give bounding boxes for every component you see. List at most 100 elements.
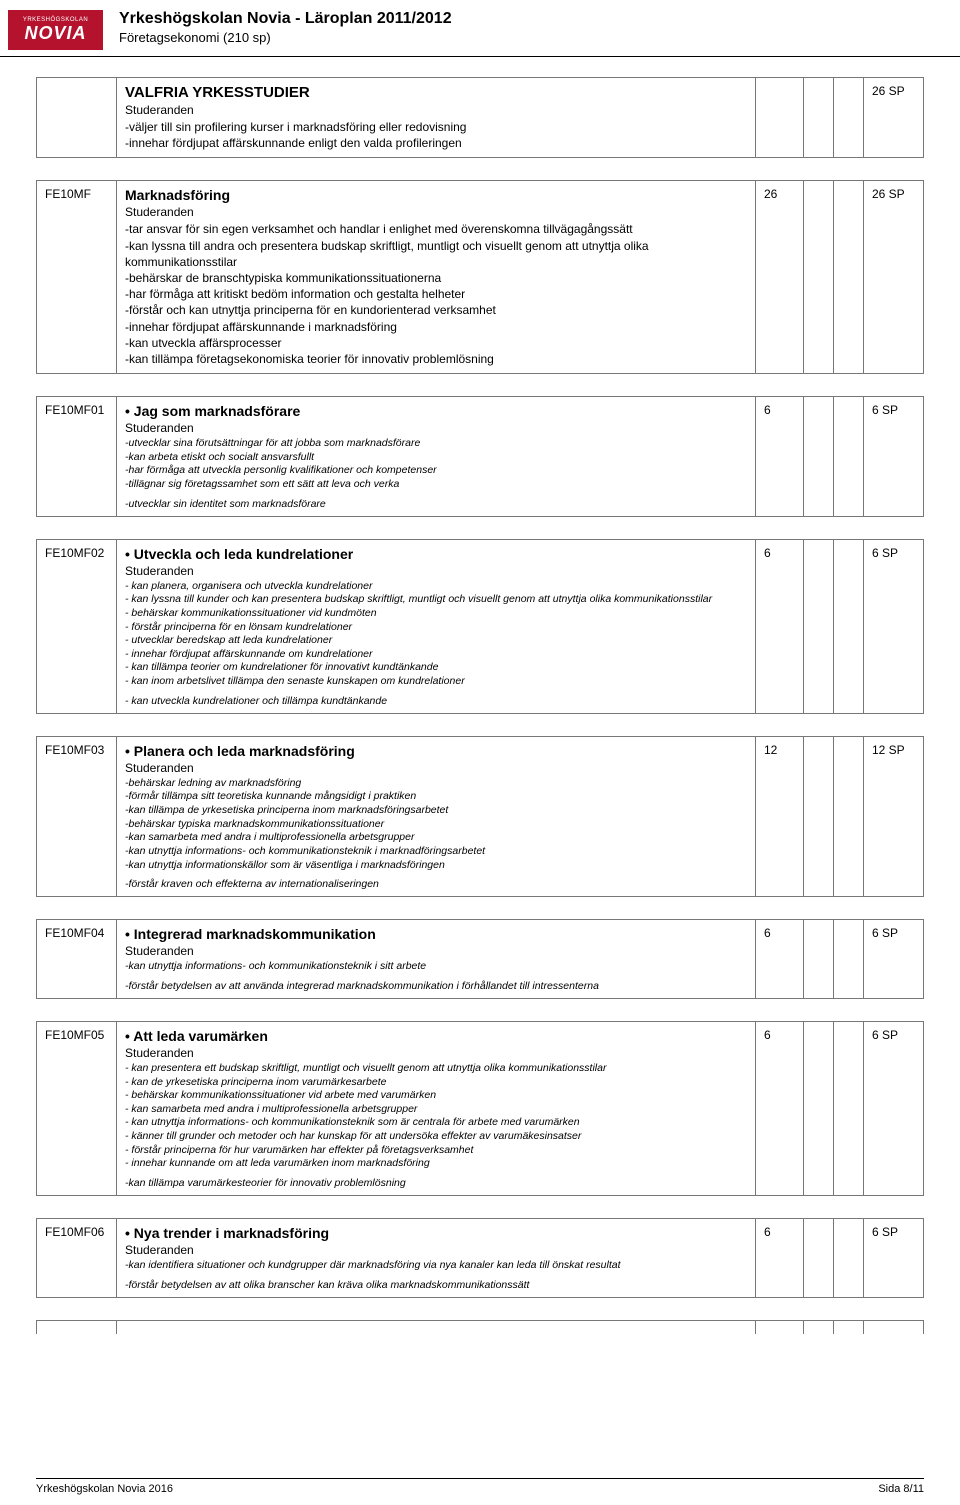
intro-stud: Studeranden	[125, 103, 747, 117]
section-lines: -tar ansvar för sin egen verksamhet och …	[125, 221, 747, 367]
section-col-n2	[804, 539, 834, 713]
intro-n2	[804, 78, 834, 158]
section-line: -förstår och kan utnyttja principerna fö…	[125, 302, 747, 318]
section-col-sp: 6 SP	[864, 397, 924, 517]
section-code: FE10MF02	[37, 539, 117, 713]
section-extra-line: -förstår betydelsen av att olika bransch…	[125, 1279, 747, 1291]
section-line: -tillägnar sig företagssamhet som ett sä…	[125, 478, 747, 492]
section-line: -behärskar typiska marknadskommunikation…	[125, 818, 747, 832]
footer: Yrkeshögskolan Novia 2016 Sida 8/11	[36, 1478, 924, 1495]
section-table: FE10MF01 Jag som marknadsförare Studerande…	[36, 396, 924, 517]
section-stud: Studeranden	[125, 205, 747, 219]
section-title: Nya trender i marknadsföring	[125, 1225, 747, 1241]
section-line: - kan tillämpa teorier om kundrelationer…	[125, 661, 747, 675]
trailing-n1	[756, 1320, 804, 1334]
intro-sp: 26 SP	[864, 78, 924, 158]
section-line: -förmår tillämpa sitt teoretiska kunnand…	[125, 790, 747, 804]
section-col-n1: 26	[756, 181, 804, 374]
section-col-n1: 6	[756, 1021, 804, 1195]
section-table: FE10MF02 Utveckla och leda kundrelationer…	[36, 539, 924, 714]
section-line: -kan lyssna till andra och presentera bu…	[125, 238, 747, 270]
section-line: -innehar fördjupat affärskunnande i mark…	[125, 319, 747, 335]
section-code: FE10MF04	[37, 920, 117, 999]
section-stud: Studeranden	[125, 1046, 747, 1060]
page-header: YRKESHÖGSKOLAN NOVIA Yrkeshögskolan Novi…	[0, 0, 960, 57]
section-col-sp: 6 SP	[864, 1219, 924, 1298]
section-table: FE10MFMarknadsföringStuderanden-tar ansv…	[36, 180, 924, 374]
section-stud: Studeranden	[125, 944, 747, 958]
section-lines: - kan planera, organisera och utveckla k…	[125, 580, 747, 689]
section-title: Planera och leda marknadsföring	[125, 743, 747, 759]
section-col-n2	[804, 1021, 834, 1195]
section-extra-line: -förstår kraven och effekterna av intern…	[125, 878, 747, 890]
footer-right: Sida 8/11	[878, 1483, 924, 1495]
section-main: Att leda varumärken Studeranden - kan pres…	[117, 1021, 756, 1195]
section-line: -kan identifiera situationer och kundgru…	[125, 1259, 747, 1273]
section-main: Nya trender i marknadsföring Studeranden -…	[117, 1219, 756, 1298]
section-col-n2	[804, 181, 834, 374]
section-stud: Studeranden	[125, 564, 747, 578]
section-title: Utveckla och leda kundrelationer	[125, 546, 747, 562]
content: VALFRIA YRKESSTUDIER Studeranden -väljer…	[0, 57, 960, 1416]
section-line: -kan tillämpa de yrkesetiska principerna…	[125, 804, 747, 818]
section-line: - innehar fördjupat affärskunnande om ku…	[125, 648, 747, 662]
section-main: Integrerad marknadskommunikation Studeran…	[117, 920, 756, 999]
section-lines: - kan presentera ett budskap skriftligt,…	[125, 1062, 747, 1171]
logo: YRKESHÖGSKOLAN NOVIA	[8, 10, 103, 50]
section-col-n1: 6	[756, 1219, 804, 1298]
section-col-n3	[834, 920, 864, 999]
section-line: - kan de yrkesetiska principerna inom va…	[125, 1076, 747, 1090]
section-col-n1: 6	[756, 920, 804, 999]
section-extra-line: -förstår betydelsen av att använda integ…	[125, 980, 747, 992]
section-line: -kan utveckla affärsprocesser	[125, 335, 747, 351]
header-title: Yrkeshögskolan Novia - Läroplan 2011/201…	[119, 10, 452, 28]
intro-table: VALFRIA YRKESSTUDIER Studeranden -väljer…	[36, 77, 924, 158]
section-title: Att leda varumärken	[125, 1028, 747, 1044]
section-line: - förstår principerna för hur varumärken…	[125, 1144, 747, 1158]
section-line: -behärskar ledning av marknadsföring	[125, 777, 747, 791]
section-stud: Studeranden	[125, 1243, 747, 1257]
section-code: FE10MF	[37, 181, 117, 374]
section-col-n1: 6	[756, 539, 804, 713]
intro-title: VALFRIA YRKESSTUDIER	[125, 84, 747, 101]
section-code: FE10MF05	[37, 1021, 117, 1195]
footer-left: Yrkeshögskolan Novia 2016	[36, 1483, 173, 1495]
section-col-sp: 6 SP	[864, 920, 924, 999]
section-title: Integrerad marknadskommunikation	[125, 926, 747, 942]
section-line: - utvecklar beredskap att leda kundrelat…	[125, 634, 747, 648]
section-code: FE10MF03	[37, 736, 117, 896]
section-col-n3	[834, 736, 864, 896]
trailing-sp	[864, 1320, 924, 1334]
section-lines: -behärskar ledning av marknadsföring-för…	[125, 777, 747, 872]
section-line: -kan utnyttja informationskällor som är …	[125, 859, 747, 873]
section-line: - kan samarbeta med andra i multiprofess…	[125, 1103, 747, 1117]
intro-lines: -väljer till sin profilering kurser i ma…	[125, 119, 747, 151]
section-lines: -kan identifiera situationer och kundgru…	[125, 1259, 747, 1273]
section-col-sp: 26 SP	[864, 181, 924, 374]
section-line: - kan inom arbetslivet tillämpa den sena…	[125, 675, 747, 689]
header-subtitle: Företagsekonomi (210 sp)	[119, 30, 452, 45]
intro-n1	[756, 78, 804, 158]
section-main: Jag som marknadsförare Studeranden -utveck…	[117, 397, 756, 517]
intro-n3	[834, 78, 864, 158]
trailing-table	[36, 1320, 924, 1335]
section-stud: Studeranden	[125, 421, 747, 435]
section-line: -kan samarbeta med andra i multiprofessi…	[125, 831, 747, 845]
trailing-n2	[804, 1320, 834, 1334]
section-code: FE10MF01	[37, 397, 117, 517]
intro-line: -innehar fördjupat affärskunnande enligt…	[125, 135, 747, 151]
section-table: FE10MF03 Planera och leda marknadsföring S…	[36, 736, 924, 897]
section-stud: Studeranden	[125, 761, 747, 775]
section-line: -utvecklar sina förutsättningar för att …	[125, 437, 747, 451]
header-text: Yrkeshögskolan Novia - Läroplan 2011/201…	[115, 10, 452, 45]
section-lines: -utvecklar sina förutsättningar för att …	[125, 437, 747, 492]
intro-main-cell: VALFRIA YRKESSTUDIER Studeranden -väljer…	[117, 78, 756, 158]
section-line: -tar ansvar för sin egen verksamhet och …	[125, 221, 747, 237]
section-table: FE10MF05 Att leda varumärken Studeranden - …	[36, 1021, 924, 1196]
section-line: -behärskar de branschtypiska kommunikati…	[125, 270, 747, 286]
section-line: -kan tillämpa företagsekonomiska teorier…	[125, 351, 747, 367]
section-main: Planera och leda marknadsföring Studerand…	[117, 736, 756, 896]
section-code: FE10MF06	[37, 1219, 117, 1298]
section-title: Jag som marknadsförare	[125, 403, 747, 419]
section-table: FE10MF04Integrerad marknadskommunikation…	[36, 919, 924, 999]
